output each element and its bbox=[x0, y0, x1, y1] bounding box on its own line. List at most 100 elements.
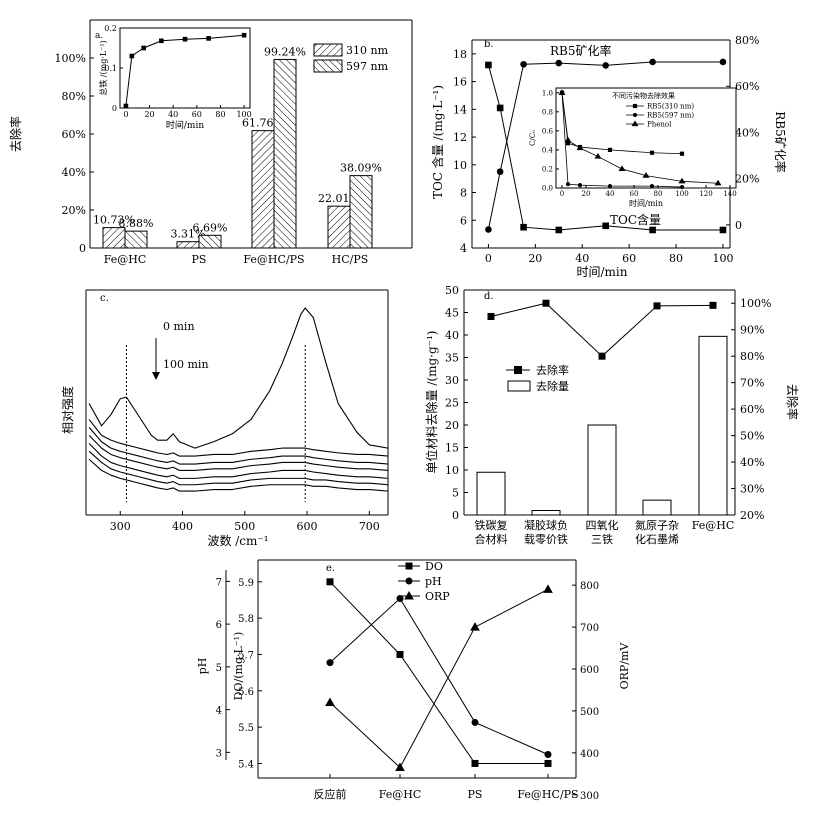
legend-rate-marker bbox=[514, 366, 522, 374]
panel-e-ticks: 5.4 5.5 5.6 5.7 5.8 5.9 3 4 5 6 7 300 400 500 600 700 80… bbox=[216, 577, 599, 801]
panel-b-annot-toc: TOC含量 bbox=[610, 212, 661, 227]
panel-e-legend: DO pH ORP bbox=[398, 560, 450, 603]
panel-c-spectrum bbox=[88, 307, 389, 449]
panel-e-category-label: Fe@HC bbox=[379, 788, 422, 801]
panel-e-point bbox=[326, 659, 334, 667]
inset-a-point bbox=[241, 32, 247, 38]
inset-a-xtick-label: 40 bbox=[168, 110, 178, 119]
panel-a-bar-value: 99.24% bbox=[264, 45, 306, 58]
panel-d-bar bbox=[587, 424, 617, 516]
panel-a-bar bbox=[327, 205, 351, 249]
panel-d-category-label: 铁碳复 bbox=[475, 518, 508, 532]
panel-d-left-tick-label: 50 bbox=[445, 284, 459, 297]
panel-b-point bbox=[496, 168, 504, 176]
panel-b-point bbox=[719, 58, 727, 66]
panel-e-series bbox=[325, 578, 553, 772]
inset-b-point bbox=[607, 183, 613, 189]
panel-b-point bbox=[649, 58, 656, 66]
panel-b-right-tick-label: 20% bbox=[735, 173, 759, 186]
inset-b-legend: RB5(310 nm)RB5(597 nm)Phenol bbox=[626, 103, 694, 129]
panel-b-left-tick-label: 4 bbox=[460, 242, 467, 255]
panel-d-left-tick-label: 45 bbox=[445, 307, 459, 320]
inset-b-xtick-label: 100 bbox=[675, 190, 688, 198]
panel-d-left-tick-label: 25 bbox=[445, 397, 459, 410]
panel-b-point bbox=[602, 62, 609, 69]
panel-d-left-tick-label: 5 bbox=[452, 487, 459, 500]
panel-d-left-label: 单位材料去除量 /(mg·g⁻¹) bbox=[424, 331, 439, 474]
panel-b-right-tick-label: 40% bbox=[735, 126, 759, 139]
panel-c-xtick-label: 700 bbox=[359, 520, 380, 533]
panel-b-left-tick-label: 16 bbox=[453, 76, 467, 89]
panel-e-ph-tick-label: 5 bbox=[216, 663, 222, 674]
panel-d-category-label: 四氧化 bbox=[586, 518, 619, 532]
panel-d-category-label: 载零价铁 bbox=[524, 533, 568, 546]
panel-e-legend-label: ORP bbox=[425, 590, 450, 603]
panel-e-point bbox=[325, 697, 335, 707]
inset-a-x-label: 时间/min bbox=[166, 119, 204, 131]
panel-c-spectrum bbox=[88, 450, 389, 486]
panel-a-inset: a. 总铁 /(mg·L⁻¹) 时间/min 0 20 40 60 80 10000.10… bbox=[95, 24, 252, 131]
panel-b-xtick-label: 20 bbox=[528, 252, 542, 265]
panel-b-ticks: 0 20 40 60 80 100 4 6 8 10 12 14 16 18 0 20% 40% 60% 80% bbox=[453, 34, 759, 265]
panel-a-category-label: Fe@HC bbox=[104, 253, 147, 266]
inset-a-ytick-label: 0 bbox=[112, 104, 117, 113]
panel-e-point bbox=[470, 622, 480, 631]
panel-d-rate-point bbox=[653, 302, 661, 310]
panel-d-bar bbox=[642, 499, 672, 516]
panel-d-rate-line bbox=[487, 299, 717, 360]
panel-c-y-label: 相对强度 bbox=[60, 386, 75, 434]
panel-b-left-tick-label: 18 bbox=[453, 48, 467, 61]
panel-d-bar bbox=[698, 335, 728, 516]
panel-b-point bbox=[485, 61, 492, 69]
inset-b-xtick-label: 80 bbox=[654, 190, 663, 198]
panel-e-orp-tick-label: 700 bbox=[580, 623, 599, 634]
inset-b-point bbox=[649, 150, 655, 155]
panel-c-spectra-chart: c. 相对强度 波数 /cm⁻¹ 0 min 100 min 300 400 500… bbox=[60, 289, 389, 548]
panel-d-rate-point bbox=[598, 352, 606, 360]
panel-b-point bbox=[555, 59, 563, 67]
panel-d-category-label: 化石墨烯 bbox=[635, 532, 679, 546]
panel-a-ytick-label: 100% bbox=[55, 52, 86, 65]
panel-e-do-tick-label: 5.5 bbox=[238, 723, 254, 734]
panel-c-xtick-label: 300 bbox=[110, 520, 131, 533]
panel-b-right-tick-label: 60% bbox=[735, 80, 759, 93]
panel-e-do-tick-label: 5.4 bbox=[238, 759, 254, 770]
inset-b-point bbox=[565, 182, 571, 187]
panel-e-do-tick-label: 5.9 bbox=[238, 578, 254, 589]
panel-b-point bbox=[602, 222, 609, 230]
panel-d-category-label: 凝胶球负 bbox=[524, 518, 568, 532]
panel-b-right-tick-label: 80% bbox=[735, 34, 759, 47]
inset-a-panel-label: a. bbox=[95, 31, 103, 41]
panel-d-left-tick-label: 20 bbox=[445, 419, 459, 432]
panel-a-category-label: PS bbox=[192, 253, 207, 266]
panel-e-panel-label: e. bbox=[326, 563, 335, 574]
inset-a-xtick-label: 80 bbox=[215, 110, 225, 119]
panel-e-point bbox=[326, 578, 334, 586]
panel-e-legend-marker bbox=[405, 562, 413, 570]
panel-a-y-label: 去除率 bbox=[8, 116, 23, 152]
inset-b-legend-label: RB5(597 nm) bbox=[647, 112, 694, 120]
inset-b-point bbox=[576, 144, 584, 151]
inset-b-y-label: C/C₀ bbox=[529, 130, 537, 146]
panel-e-do-tick-label: 5.8 bbox=[238, 614, 254, 625]
panel-d-left-tick-label: 0 bbox=[452, 509, 459, 522]
panel-e-ph-tick-label: 4 bbox=[216, 706, 222, 717]
panel-e-point bbox=[396, 650, 404, 658]
inset-b-xtick-label: 120 bbox=[699, 190, 712, 198]
panel-d-right-tick-label: 20% bbox=[740, 509, 764, 522]
panel-b-series bbox=[485, 58, 727, 234]
inset-a-point bbox=[129, 53, 135, 59]
inset-b-point bbox=[618, 165, 626, 172]
panel-e-series-line bbox=[329, 597, 549, 755]
inset-b-point bbox=[564, 136, 572, 143]
panel-d-bars bbox=[476, 335, 728, 516]
panel-a-category-label: Fe@HC/PS bbox=[243, 253, 304, 266]
inset-a-ytick-label: 0.1 bbox=[104, 64, 117, 73]
legend-amount-swatch bbox=[507, 380, 531, 392]
inset-b-point bbox=[594, 153, 602, 159]
panel-a-bar-value: 10.73% bbox=[93, 214, 135, 227]
panel-d-left-tick-label: 35 bbox=[445, 352, 459, 365]
inset-b-title: 不同污染物去除效果 bbox=[612, 91, 675, 100]
panel-e-point bbox=[471, 718, 479, 726]
